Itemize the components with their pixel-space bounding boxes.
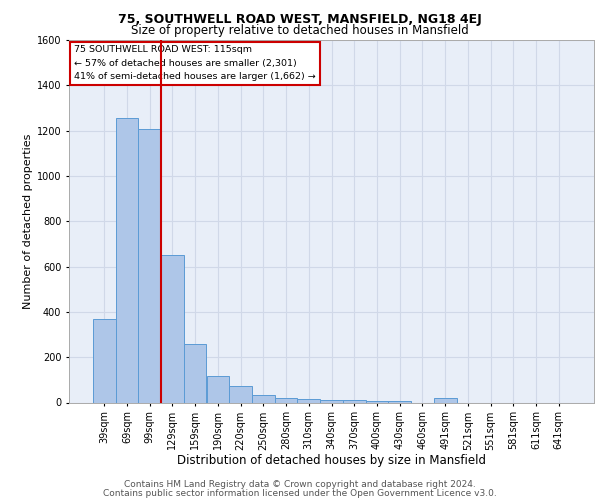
Bar bbox=[343, 400, 365, 402]
Text: 75, SOUTHWELL ROAD WEST, MANSFIELD, NG18 4EJ: 75, SOUTHWELL ROAD WEST, MANSFIELD, NG18… bbox=[118, 12, 482, 26]
Text: Size of property relative to detached houses in Mansfield: Size of property relative to detached ho… bbox=[131, 24, 469, 37]
X-axis label: Distribution of detached houses by size in Mansfield: Distribution of detached houses by size … bbox=[177, 454, 486, 466]
Bar bbox=[365, 400, 388, 402]
Text: 75 SOUTHWELL ROAD WEST: 115sqm
← 57% of detached houses are smaller (2,301)
41% : 75 SOUTHWELL ROAD WEST: 115sqm ← 57% of … bbox=[74, 46, 316, 81]
Bar bbox=[161, 255, 184, 402]
Bar bbox=[184, 344, 206, 402]
Y-axis label: Number of detached properties: Number of detached properties bbox=[23, 134, 32, 309]
Bar bbox=[434, 398, 457, 402]
Bar bbox=[275, 398, 298, 402]
Bar bbox=[320, 400, 343, 402]
Bar bbox=[116, 118, 139, 403]
Bar bbox=[252, 394, 275, 402]
Text: Contains HM Land Registry data © Crown copyright and database right 2024.: Contains HM Land Registry data © Crown c… bbox=[124, 480, 476, 489]
Text: Contains public sector information licensed under the Open Government Licence v3: Contains public sector information licen… bbox=[103, 488, 497, 498]
Bar bbox=[139, 130, 161, 402]
Bar bbox=[206, 376, 229, 402]
Bar bbox=[229, 386, 252, 402]
Bar bbox=[298, 399, 320, 402]
Bar bbox=[93, 318, 116, 402]
